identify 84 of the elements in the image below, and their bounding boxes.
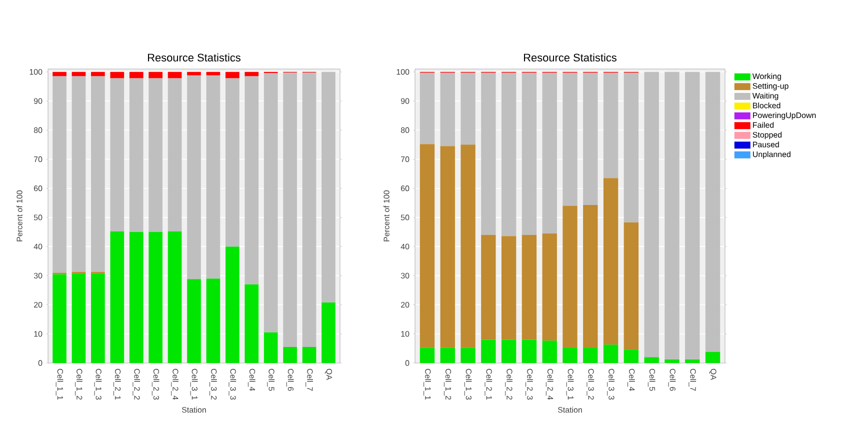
bar (91, 273, 105, 363)
bar (460, 144, 476, 348)
bar (226, 78, 240, 247)
bar (501, 72, 516, 236)
bar (52, 72, 66, 76)
bar (206, 72, 220, 76)
bar (542, 233, 557, 341)
bar (302, 346, 316, 363)
bar (542, 72, 557, 234)
bar (322, 302, 336, 363)
bar (206, 278, 220, 363)
bar (562, 72, 578, 206)
bar (168, 78, 182, 232)
bar (91, 72, 105, 76)
bar (583, 204, 598, 348)
bar (583, 348, 598, 363)
chart-title: Resource Statistics (524, 53, 616, 62)
bar (110, 72, 124, 78)
bar (522, 72, 537, 235)
bar (481, 340, 496, 363)
bar (705, 352, 720, 363)
bar (685, 360, 700, 363)
bar (420, 348, 435, 363)
bar (624, 222, 639, 350)
bar (583, 72, 598, 205)
bar (148, 78, 162, 232)
bar (226, 72, 240, 78)
bar (244, 76, 259, 284)
bar (440, 348, 455, 363)
bar (52, 76, 66, 273)
bar (562, 206, 578, 348)
bar (206, 75, 220, 279)
bar (624, 72, 639, 222)
bar (481, 72, 496, 235)
bar (420, 144, 435, 348)
bar (264, 73, 278, 332)
bar (72, 72, 86, 76)
bar (283, 346, 297, 363)
bar (148, 72, 162, 78)
bar (481, 234, 496, 340)
bar (91, 76, 105, 272)
bar (562, 348, 578, 363)
bar (624, 350, 639, 363)
bar (322, 72, 336, 302)
bar (705, 72, 720, 352)
bar (420, 72, 435, 144)
bar (603, 178, 618, 345)
bar (685, 72, 700, 360)
bar (460, 348, 476, 363)
bar (110, 78, 124, 232)
bar (501, 236, 516, 340)
bar (664, 360, 680, 363)
bar (187, 75, 201, 280)
bar (603, 344, 618, 363)
bar (283, 72, 297, 347)
bar (72, 273, 86, 363)
bar (168, 231, 182, 363)
bar (129, 72, 144, 78)
bar (460, 72, 476, 145)
bar (440, 72, 455, 146)
bar (644, 72, 659, 358)
bar (440, 146, 455, 348)
bar (187, 279, 201, 363)
bar (501, 340, 516, 363)
bar (129, 232, 144, 363)
bar (644, 357, 659, 363)
bar (226, 246, 240, 363)
bar (129, 78, 144, 232)
bar (522, 340, 537, 363)
chart-title: Resource Statistics (148, 53, 240, 62)
bar (72, 76, 86, 272)
bar (603, 72, 618, 178)
bar (302, 72, 316, 347)
bar (187, 72, 201, 76)
bar (264, 332, 278, 363)
bar (664, 72, 680, 360)
bar (148, 232, 162, 363)
bar (542, 340, 557, 363)
bar (522, 234, 537, 340)
bar (110, 231, 124, 363)
bar (168, 72, 182, 78)
bar (244, 72, 259, 76)
bar (52, 274, 66, 363)
bar (244, 284, 259, 363)
